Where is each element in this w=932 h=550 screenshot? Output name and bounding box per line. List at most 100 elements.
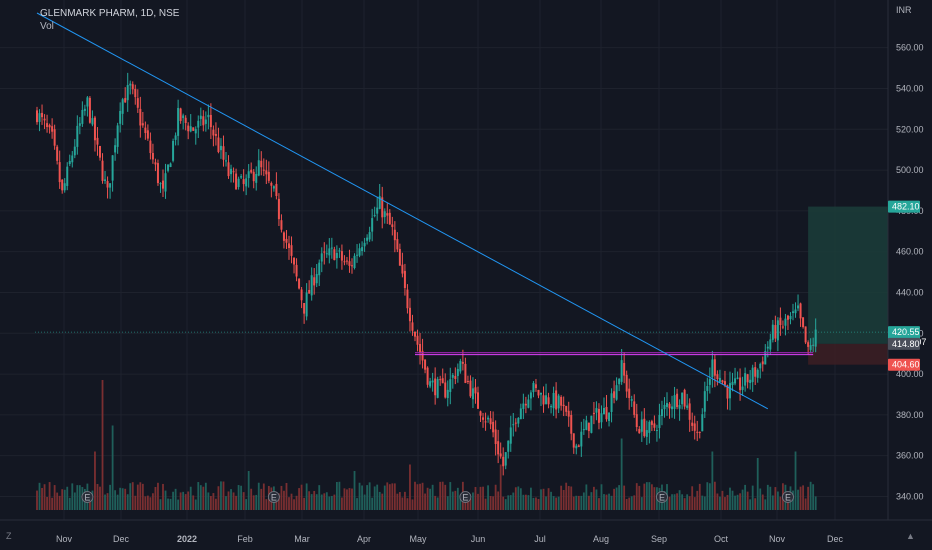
volume-bar: [386, 482, 389, 510]
candle-body: [643, 418, 646, 437]
candle-body: [61, 179, 64, 191]
volume-bar: [436, 497, 439, 510]
candle: [489, 411, 492, 430]
candle: [361, 241, 364, 256]
candle-body: [802, 317, 805, 328]
candle-body: [144, 127, 147, 134]
candle-body: [613, 391, 616, 398]
volume-bar: [499, 464, 502, 510]
volume-bar: [482, 486, 484, 510]
candles: [36, 72, 817, 476]
volume-bar: [489, 495, 492, 510]
candle-body: [204, 119, 207, 124]
candle-body: [804, 326, 807, 343]
candle-body: [701, 414, 704, 432]
candle-body: [315, 273, 318, 284]
scale-settings-button[interactable]: ▲: [906, 531, 915, 541]
candle-body: [53, 129, 56, 146]
candle-body: [308, 289, 311, 294]
volume-bar: [141, 483, 144, 510]
volume-bar: [66, 486, 69, 510]
candle: [550, 404, 553, 414]
candle: [749, 370, 752, 390]
volume-bar: [159, 499, 162, 510]
candle-body: [388, 212, 391, 225]
candle-body: [134, 88, 137, 98]
time-tick-label: Aug: [593, 534, 609, 544]
candle: [671, 395, 674, 418]
candle: [398, 243, 401, 266]
timezone-button[interactable]: Z: [6, 531, 12, 541]
volume-bar: [572, 496, 575, 510]
candle-body: [298, 278, 301, 289]
candle-body: [305, 292, 308, 317]
candle: [542, 386, 545, 413]
volume-bar: [479, 486, 482, 510]
candle: [436, 376, 439, 399]
candle: [151, 143, 154, 164]
candle: [794, 302, 797, 318]
volume-bar: [449, 482, 452, 510]
candle: [199, 107, 202, 126]
candle-body: [99, 146, 101, 158]
candle-body: [330, 247, 333, 249]
candle: [265, 159, 268, 185]
candle: [628, 378, 631, 410]
volume-bar: [668, 496, 671, 510]
candle-body: [514, 422, 517, 424]
candle: [156, 159, 159, 186]
volume-bar: [38, 482, 41, 510]
candle-body: [38, 113, 41, 122]
volume-bar: [315, 494, 318, 510]
candle: [585, 415, 588, 431]
candle-body: [162, 180, 164, 189]
candle-body: [711, 359, 714, 378]
candle: [527, 394, 530, 409]
candle-body: [116, 125, 119, 147]
volume-bar: [245, 499, 248, 510]
candle-body: [749, 379, 752, 384]
candle-body: [605, 406, 608, 420]
volume-bar: [416, 484, 419, 510]
time-tick-label: Oct: [714, 534, 729, 544]
candle-body: [509, 427, 512, 444]
candle: [63, 178, 66, 193]
candle: [650, 419, 653, 432]
candle-body: [441, 378, 444, 384]
candle-body: [225, 160, 227, 162]
volume-bar: [474, 486, 477, 510]
candle-body: [706, 386, 709, 391]
volume-bar: [174, 488, 177, 510]
candle: [76, 115, 79, 155]
candle-body: [169, 163, 172, 168]
candle-body: [807, 342, 810, 347]
candle: [507, 440, 510, 459]
stop-zone: [808, 343, 888, 365]
candle-body: [575, 445, 578, 449]
candle-body: [46, 123, 49, 128]
candle: [83, 104, 86, 116]
candle-body: [106, 181, 109, 188]
candle-body: [729, 383, 731, 399]
candle-body: [159, 183, 162, 185]
volume-bar: [648, 482, 651, 510]
volume-bar: [635, 483, 638, 510]
candle-body: [723, 381, 726, 385]
candle-body: [293, 257, 296, 265]
volume-bar: [194, 499, 197, 510]
candle-body: [504, 452, 507, 466]
volume-bar: [335, 482, 338, 510]
price-tick-label: 380.00: [896, 410, 924, 420]
candle: [494, 420, 497, 456]
candle: [293, 257, 296, 274]
price-tag-bg: [888, 200, 920, 213]
candle-body: [136, 98, 139, 108]
candle: [474, 378, 477, 404]
candle: [756, 368, 759, 383]
candle: [391, 216, 394, 236]
volume-bar: [585, 484, 588, 510]
volume-bar: [323, 493, 326, 510]
candle-body: [300, 289, 303, 301]
volume-bar: [404, 491, 406, 510]
